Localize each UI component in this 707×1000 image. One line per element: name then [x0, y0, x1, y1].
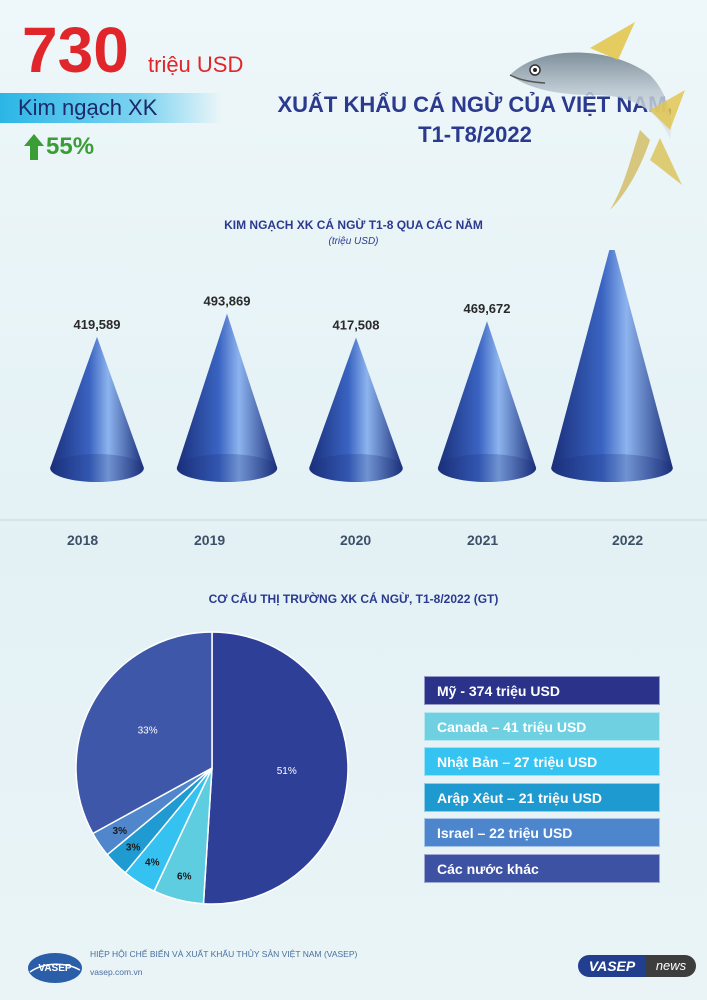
pie-slice-label: 51% [277, 766, 297, 777]
legend-item: Israel – 22 triệu USD [424, 818, 660, 847]
page-title-line2: T1-T8/2022 [418, 122, 532, 147]
legend-item: Arập Xêut – 21 triệu USD [424, 782, 660, 812]
cone-2021 [437, 321, 537, 482]
x-axis-label: 2022 [612, 532, 643, 548]
vasep-news-left: VASEP [578, 955, 646, 977]
cone-value-label: 469,672 [464, 301, 511, 316]
x-axis-label: 2018 [67, 532, 98, 548]
x-axis-label: 2020 [340, 532, 371, 548]
legend-item: Canada – 41 triệu USD [424, 711, 660, 741]
headline-value: 730 [22, 14, 129, 86]
vasep-logo-icon: VASEP [28, 953, 82, 983]
arrow-up-icon [24, 134, 44, 160]
page-title-line1: XUẤT KHẨU CÁ NGỪ CỦA VIỆT NAM, [277, 92, 673, 117]
cone-2022 [551, 250, 673, 482]
cone-2019 [176, 313, 278, 483]
vasep-news-badge: VASEP news [578, 955, 696, 977]
x-axis-label: 2019 [194, 532, 225, 548]
x-axis-label: 2021 [467, 532, 498, 548]
legend-item: Các nước khác [424, 853, 660, 883]
cone-value-label: 417,508 [333, 318, 380, 333]
export-label: Kim ngạch XK [0, 93, 222, 123]
pie-slice [75, 631, 213, 835]
tuna-fish-icon [509, 22, 685, 210]
pie-slice-label: 3% [113, 826, 128, 837]
pie-slice [202, 631, 349, 905]
footer-org: HIỆP HỘI CHẾ BIẾN VÀ XUẤT KHẨU THỦY SẢN … [90, 949, 358, 959]
pie-slice-label: 33% [138, 725, 158, 736]
pie-chart-title: CƠ CẤU THỊ TRƯỜNG XK CÁ NGỪ, T1-8/2022 (… [208, 592, 499, 606]
growth-indicator: 55% [24, 133, 94, 161]
page-title: XUẤT KHẨU CÁ NGỪ CỦA VIỆT NAM, T1-T8/202… [250, 90, 700, 150]
pie-chart: 51% 6% 4% 3% 3% 33% [75, 631, 349, 905]
cone-value-label: 493,869 [204, 294, 251, 309]
growth-percent: 55% [46, 133, 95, 160]
cone-chart: 419,589 2018 493,869 2019 417,508 2020 469,672… [0, 250, 707, 548]
pie-slice-label: 6% [177, 872, 192, 883]
footer-url[interactable]: vasep.com.vn [90, 967, 143, 977]
pie-legend: Mỹ - 374 triệu USD Canada – 41 triệu USD N… [424, 676, 660, 889]
headline-unit: triệu USD [148, 52, 244, 77]
vasep-news-right: news [646, 955, 696, 977]
cone-chart-title: KIM NGẠCH XK CÁ NGỪ T1-8 QUA CÁC NĂM [224, 218, 483, 232]
cone-value-label: 419,589 [74, 317, 121, 332]
pie-slice-label: 4% [145, 858, 160, 869]
legend-item: Mỹ - 374 triệu USD [424, 676, 660, 705]
legend-item: Nhật Bản – 27 triệu USD [424, 747, 660, 776]
cone-chart-subtitle: (triệu USD) [328, 236, 379, 247]
pie-slice-label: 3% [126, 842, 141, 853]
cone-2018 [50, 336, 144, 482]
cone-2020 [309, 337, 403, 482]
vasep-logo-text: VASEP [38, 963, 71, 974]
